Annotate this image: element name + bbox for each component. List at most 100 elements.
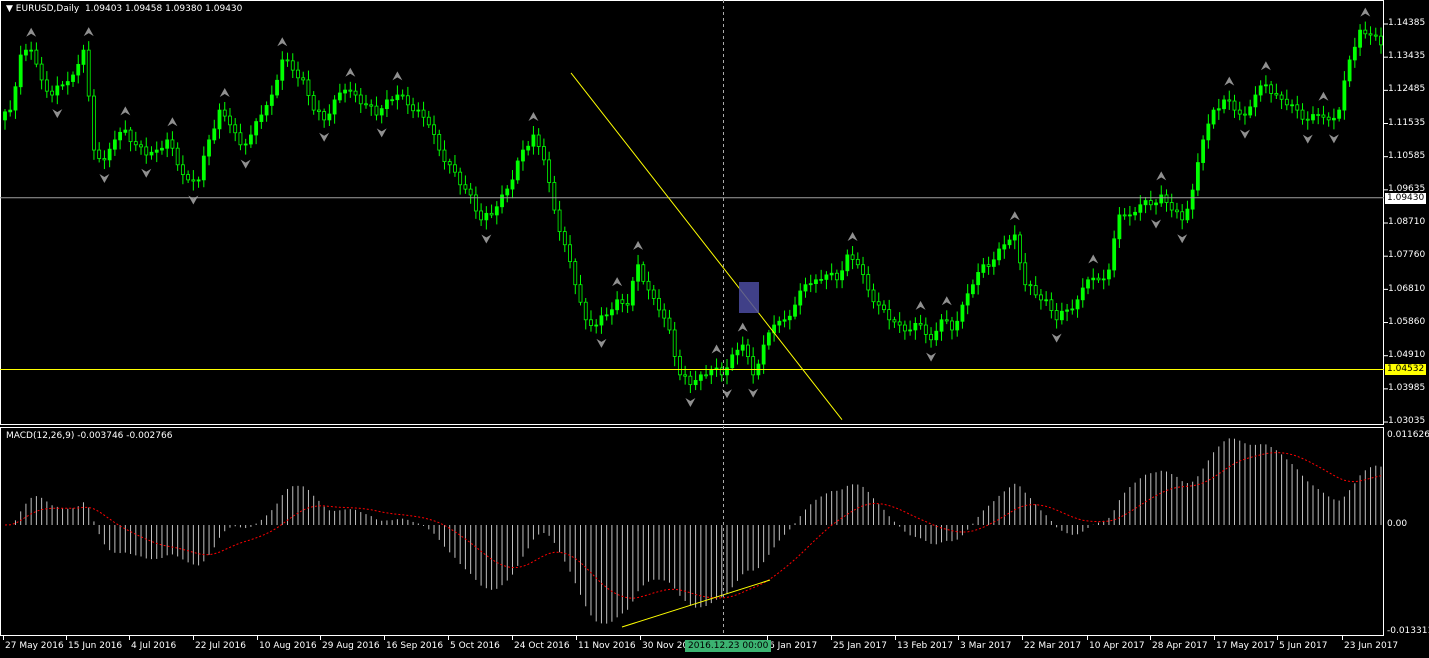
- candle-body: [698, 374, 703, 381]
- candle-body: [777, 320, 782, 326]
- price-tick: 1.13435: [1388, 51, 1426, 62]
- candle-body: [86, 49, 91, 97]
- candle-body: [411, 104, 415, 112]
- candle-body: [610, 309, 614, 316]
- triangle-down-icon[interactable]: ▼: [6, 4, 16, 14]
- candle-body: [1023, 262, 1028, 286]
- fractal-up-icon: [167, 117, 178, 127]
- macd-tick: 0.00: [1387, 519, 1408, 529]
- candle-body: [735, 349, 740, 356]
- candle-body: [672, 329, 677, 357]
- candle-body: [840, 270, 845, 281]
- candle-body: [217, 109, 222, 130]
- candle-body: [981, 264, 986, 273]
- candle-body: [222, 109, 227, 117]
- fractal-down-icon: [1239, 129, 1250, 139]
- date-tick: 3 Mar 2017: [960, 641, 1012, 651]
- candle-body: [1049, 299, 1054, 311]
- candle-body: [358, 94, 363, 105]
- fractal-up-icon: [1360, 7, 1371, 17]
- candle-body: [1363, 29, 1368, 35]
- price-tick: 1.04910: [1388, 350, 1426, 360]
- candle-body: [1211, 109, 1216, 125]
- date-tick: 11 Nov 2016: [578, 641, 636, 651]
- candle-body: [1237, 109, 1242, 115]
- candle-body: [1159, 194, 1164, 204]
- candle-body: [834, 272, 839, 281]
- candle-body: [1117, 214, 1122, 240]
- fractal-down-icon: [52, 109, 63, 119]
- fractal-up-icon: [1009, 211, 1020, 221]
- candle-body: [426, 116, 431, 126]
- candle-body: [400, 94, 405, 97]
- candle-body: [845, 254, 850, 272]
- candle-body: [1243, 113, 1247, 116]
- candle-body: [531, 134, 536, 147]
- candle-body: [1326, 116, 1331, 121]
- candle-body: [866, 274, 871, 291]
- candle-body: [1358, 29, 1362, 48]
- date-tick: 22 Mar 2017: [1024, 641, 1082, 651]
- candle-body: [133, 141, 138, 146]
- date-tick: 25 Jan 2017: [833, 641, 887, 651]
- candle-body: [97, 149, 102, 159]
- candle-body: [719, 367, 724, 376]
- candle-body: [65, 81, 70, 86]
- macd-tick: -0.013311: [1387, 626, 1429, 636]
- candle-body: [275, 79, 279, 96]
- fractal-up-icon: [1260, 61, 1271, 71]
- candle-body: [573, 261, 578, 286]
- candle-body: [1295, 104, 1300, 111]
- candle-body: [1258, 85, 1263, 96]
- date-tick: 27 May 2016: [5, 641, 64, 651]
- candle-body: [500, 194, 504, 208]
- candle-body: [1368, 33, 1373, 36]
- candle-body: [1143, 200, 1148, 206]
- candle-body: [630, 280, 635, 306]
- candle-body: [180, 164, 185, 175]
- candle-body: [798, 290, 803, 306]
- candle-body: [1148, 200, 1153, 206]
- candle-body: [641, 264, 646, 282]
- candle-body: [615, 299, 620, 311]
- candle-body: [955, 320, 960, 331]
- drawings: [0, 0, 1384, 636]
- candle-body: [1075, 299, 1080, 310]
- candle-body: [144, 146, 149, 156]
- hline-price-tag: 1.04532: [1385, 364, 1427, 375]
- candle-body: [1065, 309, 1069, 312]
- candle-body: [207, 139, 211, 157]
- fractal-down-icon: [596, 338, 607, 348]
- candle-body: [259, 114, 264, 122]
- candle-body: [515, 160, 520, 181]
- candle-body: [782, 319, 787, 322]
- date-tick: 29 Aug 2016: [322, 641, 380, 651]
- candle-body: [620, 299, 625, 304]
- candle-body: [997, 248, 1001, 261]
- candle-body: [547, 159, 552, 183]
- candle-body: [636, 264, 640, 282]
- candle-body: [1279, 94, 1284, 100]
- candle-body: [306, 79, 311, 96]
- fractal-down-icon: [481, 234, 492, 244]
- date-tick: 6 Jan 2017: [769, 641, 818, 651]
- date-tick: 10 Aug 2016: [259, 641, 317, 651]
- candle-body: [740, 344, 745, 351]
- candle-body: [102, 158, 107, 161]
- fractal-down-icon: [1051, 333, 1062, 343]
- candle-body: [1138, 204, 1143, 213]
- candle-body: [432, 124, 436, 135]
- candle-body: [1002, 244, 1007, 250]
- candle-body: [238, 132, 243, 146]
- candle-body: [44, 79, 49, 92]
- candle-body: [327, 113, 332, 121]
- date-tick: 5 Oct 2016: [450, 641, 500, 651]
- candle-body: [855, 258, 860, 266]
- candle-body: [1101, 278, 1106, 281]
- candle-body: [296, 69, 300, 79]
- candle-body: [683, 374, 688, 377]
- candle-body: [850, 254, 855, 260]
- fractal-up-icon: [277, 37, 288, 47]
- price-tick: 1.06810: [1388, 283, 1426, 294]
